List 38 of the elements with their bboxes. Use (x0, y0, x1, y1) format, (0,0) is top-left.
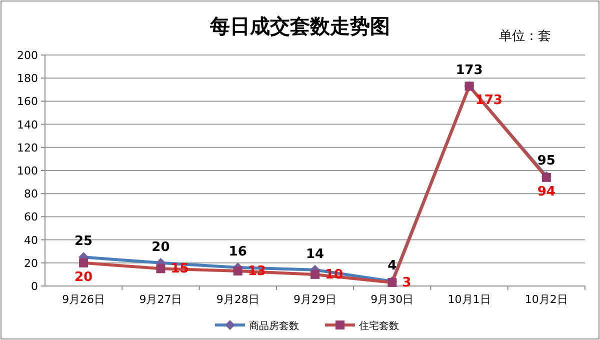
point (156, 264, 166, 274)
legend-label: 住宅套数 (359, 320, 399, 332)
x-tick-label: 9月30日 (370, 293, 414, 306)
x-tick-label: 9月27日 (139, 293, 182, 306)
y-tick-label: 120 (17, 141, 38, 154)
y-tick-label: 100 (17, 164, 38, 178)
legend-label: 商品房套数 (249, 320, 299, 332)
data-label: 25 (74, 234, 93, 250)
data-label: 95 (537, 153, 556, 168)
data-label: 20 (74, 270, 93, 285)
y-tick-label: 40 (24, 234, 38, 247)
y-tick-label: 80 (24, 188, 38, 201)
y-tick-label: 0 (31, 280, 38, 293)
x-tick-label: 9月26日 (62, 293, 106, 306)
point (310, 270, 320, 279)
data-label: 173 (456, 63, 483, 78)
x-tick-label: 10月1日 (448, 293, 491, 306)
data-label: 16 (228, 244, 247, 260)
data-label: 14 (306, 246, 324, 262)
data-label: 4 (388, 258, 397, 274)
y-tick-label: 20 (24, 256, 38, 270)
y-tick-label: 160 (17, 95, 38, 108)
y-tick-label: 140 (17, 118, 38, 132)
point (233, 266, 242, 276)
data-label: 13 (248, 264, 266, 279)
chart-title: 每日成交套数走势图 (209, 14, 390, 38)
data-label: 94 (537, 184, 556, 200)
data-label: 3 (402, 276, 412, 291)
y-tick-label: 180 (17, 72, 38, 86)
x-tick-label: 9月28日 (216, 293, 260, 306)
data-label: 20 (152, 240, 170, 255)
y-tick-label: 60 (24, 210, 38, 224)
point (79, 258, 88, 268)
data-label: 10 (325, 267, 344, 282)
chart-subtitle: 单位：套 (499, 29, 551, 44)
y-tick-label: 200 (17, 49, 38, 62)
x-tick-label: 9月29日 (294, 293, 336, 306)
x-tick-label: 10月2日 (524, 293, 568, 306)
